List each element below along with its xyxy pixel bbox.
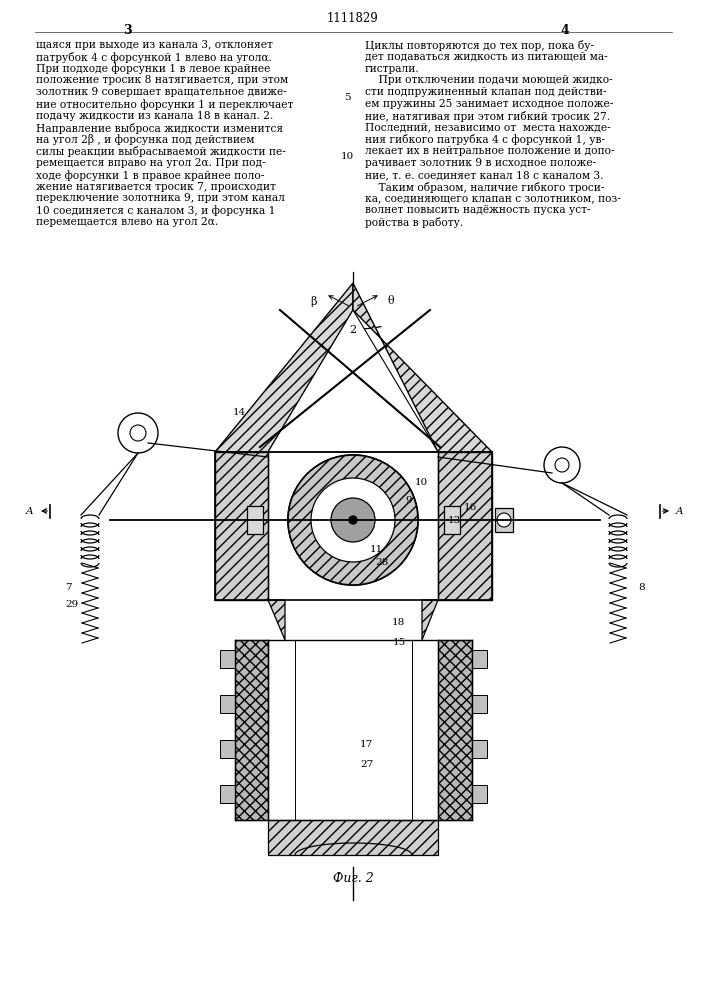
- Polygon shape: [215, 452, 268, 600]
- Text: 1111829: 1111829: [327, 12, 379, 25]
- Text: гистрали.: гистрали.: [365, 64, 420, 74]
- Text: Циклы повторяются до тех пор, пока бу-: Циклы повторяются до тех пор, пока бу-: [365, 40, 594, 51]
- Polygon shape: [268, 600, 285, 640]
- Bar: [220, 785, 235, 803]
- Circle shape: [118, 413, 158, 453]
- Text: щаяся при выходе из канала 3, отклоняет: щаяся при выходе из канала 3, отклоняет: [36, 40, 273, 50]
- Text: 8: 8: [638, 583, 645, 592]
- Text: дет подаваться жидкость из питающей ма-: дет подаваться жидкость из питающей ма-: [365, 52, 608, 62]
- Text: положение тросик 8 натягивается, при этом: положение тросик 8 натягивается, при это…: [36, 75, 288, 85]
- Text: силы реакции выбрасываемой жидкости пе-: силы реакции выбрасываемой жидкости пе-: [36, 146, 286, 157]
- Text: лекает их в нейтральное положение и допо-: лекает их в нейтральное положение и допо…: [365, 146, 614, 156]
- Text: β: β: [310, 296, 317, 307]
- Bar: [495, 508, 513, 532]
- Bar: [472, 785, 487, 803]
- Circle shape: [288, 455, 418, 585]
- Bar: [438, 640, 472, 820]
- Text: 4: 4: [561, 24, 569, 37]
- Text: 11: 11: [370, 545, 383, 554]
- Text: 13: 13: [448, 516, 461, 525]
- Text: A: A: [26, 507, 34, 516]
- Text: 10 соединяется с каналом 3, и форсунка 1: 10 соединяется с каналом 3, и форсунка 1: [36, 205, 276, 216]
- Polygon shape: [268, 310, 438, 452]
- Text: жение натягивается тросик 7, происходит: жение натягивается тросик 7, происходит: [36, 182, 276, 192]
- Bar: [444, 506, 460, 534]
- Text: 16: 16: [464, 503, 477, 512]
- Circle shape: [311, 478, 395, 562]
- Bar: [472, 740, 487, 758]
- Text: 3: 3: [123, 24, 132, 37]
- Text: Фиг. 2: Фиг. 2: [332, 872, 373, 885]
- Text: A: A: [677, 507, 684, 516]
- Text: 10: 10: [340, 152, 354, 161]
- Circle shape: [544, 447, 580, 483]
- Text: 17: 17: [360, 740, 373, 749]
- Bar: [220, 650, 235, 668]
- Text: ка, соединяющего клапан с золотником, поз-: ка, соединяющего клапан с золотником, по…: [365, 193, 621, 203]
- Text: 27: 27: [360, 760, 373, 769]
- Text: 10: 10: [415, 478, 428, 487]
- Text: 14: 14: [233, 408, 246, 417]
- Text: ходе форсунки 1 в правое крайнее поло-: ходе форсунки 1 в правое крайнее поло-: [36, 170, 264, 181]
- Bar: [472, 650, 487, 668]
- Text: Таким образом, наличие гибкого троси-: Таким образом, наличие гибкого троси-: [365, 182, 604, 193]
- Text: При отключении подачи моющей жидко-: При отключении подачи моющей жидко-: [365, 75, 613, 85]
- Circle shape: [497, 513, 511, 527]
- Text: патрубок 4 с форсункой 1 влево на уголα.: патрубок 4 с форсункой 1 влево на уголα.: [36, 52, 272, 63]
- Circle shape: [130, 425, 146, 441]
- Polygon shape: [268, 820, 438, 855]
- Bar: [247, 506, 263, 534]
- Text: 7: 7: [65, 583, 71, 592]
- Bar: [472, 695, 487, 713]
- Text: При подходе форсунки 1 в левое крайнее: При подходе форсунки 1 в левое крайнее: [36, 64, 270, 74]
- Text: подачу жидкости из канала 18 в канал. 2.: подачу жидкости из канала 18 в канал. 2.: [36, 111, 274, 121]
- Text: Направление выброса жидкости изменится: Направление выброса жидкости изменится: [36, 123, 283, 134]
- Circle shape: [288, 455, 418, 585]
- Text: перемещается влево на угол 2α.: перемещается влево на угол 2α.: [36, 217, 218, 227]
- Circle shape: [555, 458, 569, 472]
- Text: Последний, независимо от  места нахожде-: Последний, независимо от места нахожде-: [365, 123, 611, 133]
- Text: на угол 2β , и форсунка под действием: на угол 2β , и форсунка под действием: [36, 134, 255, 145]
- Text: ремещается вправо на угол 2α. При под-: ремещается вправо на угол 2α. При под-: [36, 158, 266, 168]
- Text: волнет повысить надёжность пуска уст-: волнет повысить надёжность пуска уст-: [365, 205, 590, 215]
- Text: 18: 18: [392, 618, 405, 627]
- Text: рачивает золотник 9 в исходное положе-: рачивает золотник 9 в исходное положе-: [365, 158, 596, 168]
- Text: сти подпружиненный клапан под действи-: сти подпружиненный клапан под действи-: [365, 87, 607, 97]
- Polygon shape: [353, 283, 492, 452]
- Circle shape: [331, 498, 375, 542]
- Bar: [235, 640, 268, 820]
- Bar: [220, 740, 235, 758]
- Text: ния гибкого патрубка 4 с форсункой 1, ув-: ния гибкого патрубка 4 с форсункой 1, ув…: [365, 134, 605, 145]
- Text: переключение золотника 9, при этом канал: переключение золотника 9, при этом канал: [36, 193, 285, 203]
- Text: 15: 15: [393, 638, 407, 647]
- Text: 29: 29: [65, 600, 78, 609]
- Text: 28: 28: [375, 558, 388, 567]
- Text: золотник 9 совершает вращательное движе-: золотник 9 совершает вращательное движе-: [36, 87, 287, 97]
- Circle shape: [349, 516, 357, 524]
- Text: ние, натягивая при этом гибкий тросик 27.: ние, натягивая при этом гибкий тросик 27…: [365, 111, 610, 122]
- Text: 9: 9: [405, 496, 411, 505]
- Polygon shape: [422, 600, 438, 640]
- Text: ние относительно форсунки 1 и переключает: ние относительно форсунки 1 и переключае…: [36, 99, 293, 110]
- Text: 5: 5: [344, 93, 350, 102]
- Text: ние, т. е. соединяет канал 18 с каналом 3.: ние, т. е. соединяет канал 18 с каналом …: [365, 170, 604, 180]
- Text: θ: θ: [387, 296, 394, 306]
- Text: ройства в работу.: ройства в работу.: [365, 217, 463, 228]
- Polygon shape: [215, 283, 353, 452]
- Text: ем пружины 25 занимает исходное положе-: ем пружины 25 занимает исходное положе-: [365, 99, 614, 109]
- Bar: [220, 695, 235, 713]
- Polygon shape: [438, 452, 492, 600]
- Text: 2: 2: [349, 325, 356, 335]
